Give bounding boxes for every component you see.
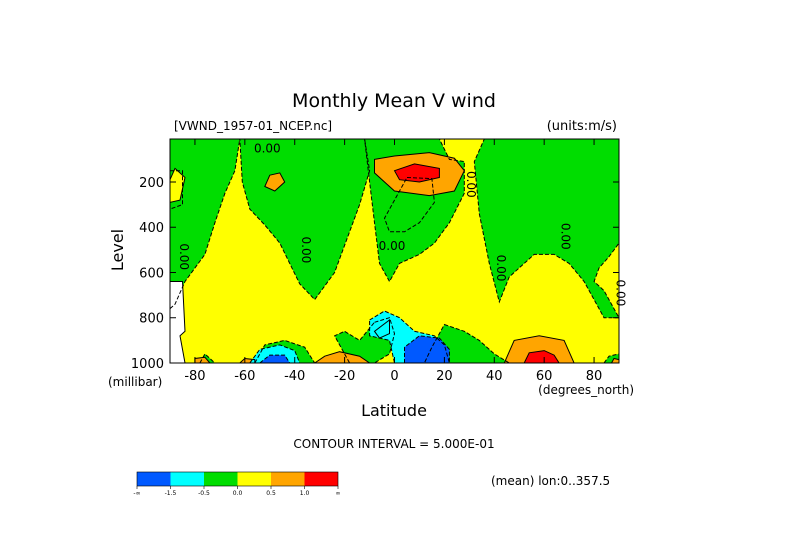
contour-line-26 — [258, 354, 291, 363]
contour-line-1 — [170, 139, 241, 310]
x-axis-units: (degrees_north) — [538, 383, 634, 397]
y-axis-label: Level — [108, 229, 127, 271]
legend-label: -∞ — [133, 490, 140, 497]
contour-labels: 0.00 0.00 0.00 0.00 0.00 0.00 0.00 0.00 — [177, 142, 628, 307]
contour-value-label: 0.00 — [379, 239, 406, 253]
contour-line-7 — [333, 317, 396, 363]
y-tick-label: 1000 — [131, 357, 164, 372]
y-axis-units: (millibar) — [108, 375, 162, 389]
x-tick-label: 80 — [586, 369, 603, 384]
contour-value-label: 0.00 — [464, 171, 478, 198]
contour-region-25 — [404, 335, 450, 363]
contour-region-18 — [194, 357, 210, 363]
contour-line-5 — [170, 170, 183, 210]
contour-line-2 — [239, 139, 371, 301]
legend-swatch — [304, 472, 338, 486]
y-tick-label: 600 — [139, 266, 164, 281]
x-tick-label: -60 — [234, 369, 255, 384]
contour-lines — [170, 139, 619, 363]
contour-region-16 — [314, 351, 370, 363]
x-tick-label: 60 — [536, 369, 553, 384]
y-axis: 200 400 600 800 1000 — [131, 176, 619, 372]
x-tick-label: -20 — [334, 369, 355, 384]
contour-region-1 — [170, 139, 240, 309]
contour-value-label: 0.00 — [559, 223, 573, 250]
contour-line-24 — [249, 344, 301, 363]
contour-line-4 — [473, 139, 619, 319]
contour-line-12 — [170, 167, 186, 203]
contour-line-25 — [404, 335, 450, 363]
x-tick-label: -80 — [184, 369, 205, 384]
missing-data-region — [170, 281, 186, 363]
mean-longitude-label: (mean) lon:0..357.5 — [491, 474, 610, 488]
chart-title: Monthly Mean V wind — [292, 90, 496, 112]
contour-interval-label: CONTOUR INTERVAL = 5.000E-01 — [293, 437, 494, 451]
legend-swatch — [237, 472, 271, 486]
legend-label: 0.0 — [233, 490, 243, 497]
contour-region-4 — [474, 139, 619, 318]
contour-value-label: 0.00 — [494, 255, 508, 282]
dataset-label: [VWND_1957-01_NCEP.nc] — [174, 119, 332, 133]
legend-label: 0.5 — [266, 490, 276, 497]
y-tick-label: 800 — [139, 312, 164, 327]
x-tick-label: 20 — [436, 369, 453, 384]
contour-line-8 — [423, 323, 511, 363]
contour-region-21 — [394, 163, 440, 182]
legend-label: ∞ — [336, 490, 341, 497]
x-tick-label: 0 — [390, 369, 398, 384]
contour-value-label: 0.00 — [177, 243, 191, 270]
legend-swatch — [271, 472, 305, 486]
contour-line-3 — [364, 139, 465, 283]
units-label: (units:m/s) — [547, 119, 617, 134]
legend-label: -0.5 — [198, 490, 210, 497]
contour-region-26 — [259, 355, 290, 363]
contour-line-22 — [523, 350, 560, 363]
contour-line-17 — [503, 335, 575, 363]
x-axis: -80 -60 -40 -20 0 20 40 60 80 — [184, 139, 602, 384]
contour-value-label: 0.00 — [614, 280, 628, 307]
legend-label: -1.5 — [165, 490, 177, 497]
y-tick-label: 400 — [139, 221, 164, 236]
x-tick-label: -40 — [284, 369, 305, 384]
legend-swatch — [137, 472, 171, 486]
y-tick-label: 200 — [139, 176, 164, 191]
contour-line-21 — [393, 163, 440, 183]
legend-label: 1.0 — [300, 490, 310, 497]
contour-line-14 — [264, 172, 286, 192]
contour-line-9 — [254, 339, 316, 363]
color-legend: -∞ -1.5 -0.5 0.0 0.5 1.0 ∞ — [133, 471, 341, 497]
contour-line-20 — [610, 357, 619, 363]
contour-line-15 — [374, 152, 465, 197]
contour-value-label: 0.00 — [254, 142, 281, 156]
x-tick-label: 40 — [486, 369, 503, 384]
contour-region-17 — [504, 335, 575, 363]
x-axis-label: Latitude — [361, 401, 427, 420]
contour-line-16 — [313, 351, 371, 363]
legend-swatch — [204, 472, 238, 486]
contour-line-19 — [239, 357, 256, 363]
legend-swatch — [170, 472, 204, 486]
contour-value-label: 0.00 — [299, 237, 313, 264]
